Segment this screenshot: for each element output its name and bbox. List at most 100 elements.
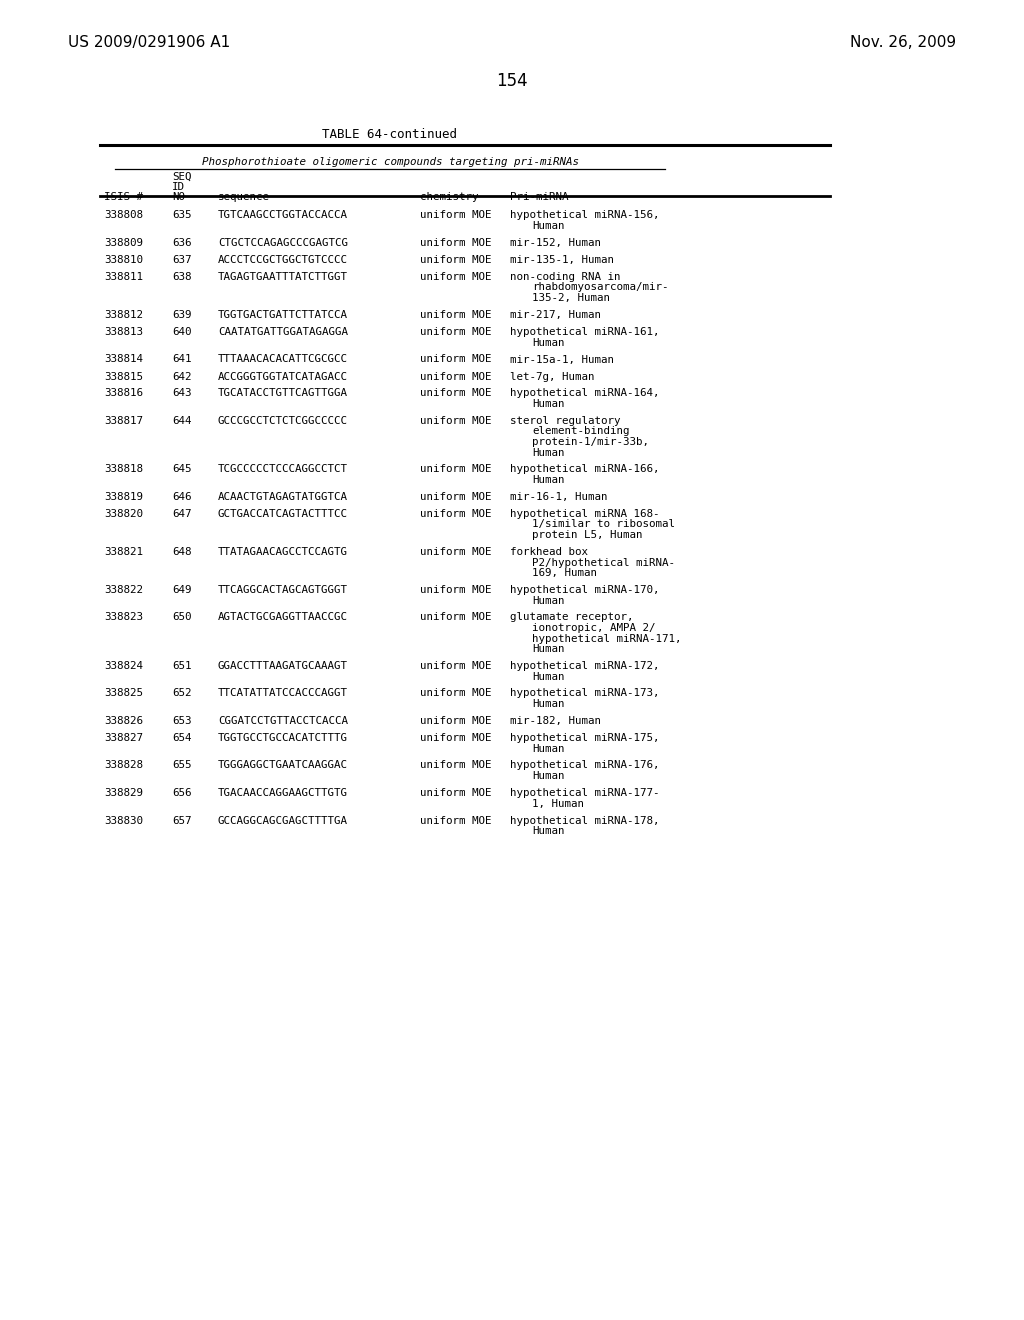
Text: sterol regulatory: sterol regulatory xyxy=(510,416,621,426)
Text: TGGTGCCTGCCACATCTTTG: TGGTGCCTGCCACATCTTTG xyxy=(218,733,348,743)
Text: TGGGAGGCTGAATCAAGGAC: TGGGAGGCTGAATCAAGGAC xyxy=(218,760,348,771)
Text: GCCCGCCTCTCTCGGCCCCC: GCCCGCCTCTCTCGGCCCCC xyxy=(218,416,348,426)
Text: uniform MOE: uniform MOE xyxy=(420,255,492,265)
Text: hypothetical miRNA-178,: hypothetical miRNA-178, xyxy=(510,816,659,825)
Text: Pri-miRNA: Pri-miRNA xyxy=(510,191,568,202)
Text: Human: Human xyxy=(532,644,564,653)
Text: uniform MOE: uniform MOE xyxy=(420,272,492,282)
Text: Phosphorothioate oligomeric compounds targeting pri-miRNAs: Phosphorothioate oligomeric compounds ta… xyxy=(202,157,579,168)
Text: ID: ID xyxy=(172,182,185,191)
Text: ISIS #: ISIS # xyxy=(104,191,143,202)
Text: sequence: sequence xyxy=(218,191,270,202)
Text: Human: Human xyxy=(532,771,564,781)
Text: 655: 655 xyxy=(172,760,191,771)
Text: 1, Human: 1, Human xyxy=(532,799,584,808)
Text: mir-16-1, Human: mir-16-1, Human xyxy=(510,492,607,502)
Text: 646: 646 xyxy=(172,492,191,502)
Text: 645: 645 xyxy=(172,465,191,474)
Text: 338828: 338828 xyxy=(104,760,143,771)
Text: let-7g, Human: let-7g, Human xyxy=(510,371,595,381)
Text: TABLE 64-continued: TABLE 64-continued xyxy=(323,128,458,141)
Text: rhabdomyosarcoma/mir-: rhabdomyosarcoma/mir- xyxy=(532,282,669,293)
Text: TTTAAACACACATTCGCGCC: TTTAAACACACATTCGCGCC xyxy=(218,355,348,364)
Text: GCTGACCATCAGTACTTTCC: GCTGACCATCAGTACTTTCC xyxy=(218,510,348,519)
Text: 640: 640 xyxy=(172,327,191,337)
Text: 338812: 338812 xyxy=(104,310,143,319)
Text: TCGCCCCCTCCCAGGCCTCT: TCGCCCCCTCCCAGGCCTCT xyxy=(218,465,348,474)
Text: TTATAGAACAGCCTCCAGTG: TTATAGAACAGCCTCCAGTG xyxy=(218,546,348,557)
Text: uniform MOE: uniform MOE xyxy=(420,416,492,426)
Text: mir-217, Human: mir-217, Human xyxy=(510,310,601,319)
Text: Human: Human xyxy=(532,447,564,458)
Text: 338830: 338830 xyxy=(104,816,143,825)
Text: hypothetical miRNA-173,: hypothetical miRNA-173, xyxy=(510,689,659,698)
Text: mir-135-1, Human: mir-135-1, Human xyxy=(510,255,614,265)
Text: 338823: 338823 xyxy=(104,612,143,623)
Text: 635: 635 xyxy=(172,210,191,220)
Text: hypothetical miRNA-172,: hypothetical miRNA-172, xyxy=(510,661,659,671)
Text: uniform MOE: uniform MOE xyxy=(420,238,492,248)
Text: 338825: 338825 xyxy=(104,689,143,698)
Text: AGTACTGCGAGGTTAACCGC: AGTACTGCGAGGTTAACCGC xyxy=(218,612,348,623)
Text: 653: 653 xyxy=(172,715,191,726)
Text: hypothetical miRNA-166,: hypothetical miRNA-166, xyxy=(510,465,659,474)
Text: uniform MOE: uniform MOE xyxy=(420,210,492,220)
Text: GCCAGGCAGCGAGCTTTTGA: GCCAGGCAGCGAGCTTTTGA xyxy=(218,816,348,825)
Text: 338826: 338826 xyxy=(104,715,143,726)
Text: 657: 657 xyxy=(172,816,191,825)
Text: 338824: 338824 xyxy=(104,661,143,671)
Text: 338820: 338820 xyxy=(104,510,143,519)
Text: 338819: 338819 xyxy=(104,492,143,502)
Text: mir-182, Human: mir-182, Human xyxy=(510,715,601,726)
Text: TGACAACCAGGAAGCTTGTG: TGACAACCAGGAAGCTTGTG xyxy=(218,788,348,799)
Text: 338815: 338815 xyxy=(104,371,143,381)
Text: protein L5, Human: protein L5, Human xyxy=(532,531,642,540)
Text: US 2009/0291906 A1: US 2009/0291906 A1 xyxy=(68,36,230,50)
Text: CAATATGATTGGATAGAGGA: CAATATGATTGGATAGAGGA xyxy=(218,327,348,337)
Text: TAGAGTGAATTTATCTTGGT: TAGAGTGAATTTATCTTGGT xyxy=(218,272,348,282)
Text: 644: 644 xyxy=(172,416,191,426)
Text: 338829: 338829 xyxy=(104,788,143,799)
Text: SEQ: SEQ xyxy=(172,172,191,182)
Text: 1/similar to ribosomal: 1/similar to ribosomal xyxy=(532,520,675,529)
Text: 338813: 338813 xyxy=(104,327,143,337)
Text: TGGTGACTGATTCTTATCCA: TGGTGACTGATTCTTATCCA xyxy=(218,310,348,319)
Text: hypothetical miRNA-156,: hypothetical miRNA-156, xyxy=(510,210,659,220)
Text: uniform MOE: uniform MOE xyxy=(420,492,492,502)
Text: 338818: 338818 xyxy=(104,465,143,474)
Text: Human: Human xyxy=(532,743,564,754)
Text: Human: Human xyxy=(532,475,564,484)
Text: hypothetical miRNA-161,: hypothetical miRNA-161, xyxy=(510,327,659,337)
Text: 649: 649 xyxy=(172,585,191,595)
Text: 639: 639 xyxy=(172,310,191,319)
Text: 338814: 338814 xyxy=(104,355,143,364)
Text: forkhead box: forkhead box xyxy=(510,546,588,557)
Text: 652: 652 xyxy=(172,689,191,698)
Text: uniform MOE: uniform MOE xyxy=(420,733,492,743)
Text: glutamate receptor,: glutamate receptor, xyxy=(510,612,634,623)
Text: uniform MOE: uniform MOE xyxy=(420,760,492,771)
Text: 338822: 338822 xyxy=(104,585,143,595)
Text: 169, Human: 169, Human xyxy=(532,568,597,578)
Text: hypothetical miRNA-177-: hypothetical miRNA-177- xyxy=(510,788,659,799)
Text: ACAACTGTAGAGTATGGTCA: ACAACTGTAGAGTATGGTCA xyxy=(218,492,348,502)
Text: 338809: 338809 xyxy=(104,238,143,248)
Text: uniform MOE: uniform MOE xyxy=(420,612,492,623)
Text: hypothetical miRNA-176,: hypothetical miRNA-176, xyxy=(510,760,659,771)
Text: mir-15a-1, Human: mir-15a-1, Human xyxy=(510,355,614,364)
Text: protein-1/mir-33b,: protein-1/mir-33b, xyxy=(532,437,649,447)
Text: uniform MOE: uniform MOE xyxy=(420,465,492,474)
Text: mir-152, Human: mir-152, Human xyxy=(510,238,601,248)
Text: hypothetical miRNA 168-: hypothetical miRNA 168- xyxy=(510,510,659,519)
Text: hypothetical miRNA-175,: hypothetical miRNA-175, xyxy=(510,733,659,743)
Text: Human: Human xyxy=(532,826,564,836)
Text: uniform MOE: uniform MOE xyxy=(420,388,492,399)
Text: uniform MOE: uniform MOE xyxy=(420,510,492,519)
Text: 636: 636 xyxy=(172,238,191,248)
Text: 637: 637 xyxy=(172,255,191,265)
Text: uniform MOE: uniform MOE xyxy=(420,715,492,726)
Text: 154: 154 xyxy=(497,73,527,90)
Text: 654: 654 xyxy=(172,733,191,743)
Text: 642: 642 xyxy=(172,371,191,381)
Text: CGGATCCTGTTACCTCACCA: CGGATCCTGTTACCTCACCA xyxy=(218,715,348,726)
